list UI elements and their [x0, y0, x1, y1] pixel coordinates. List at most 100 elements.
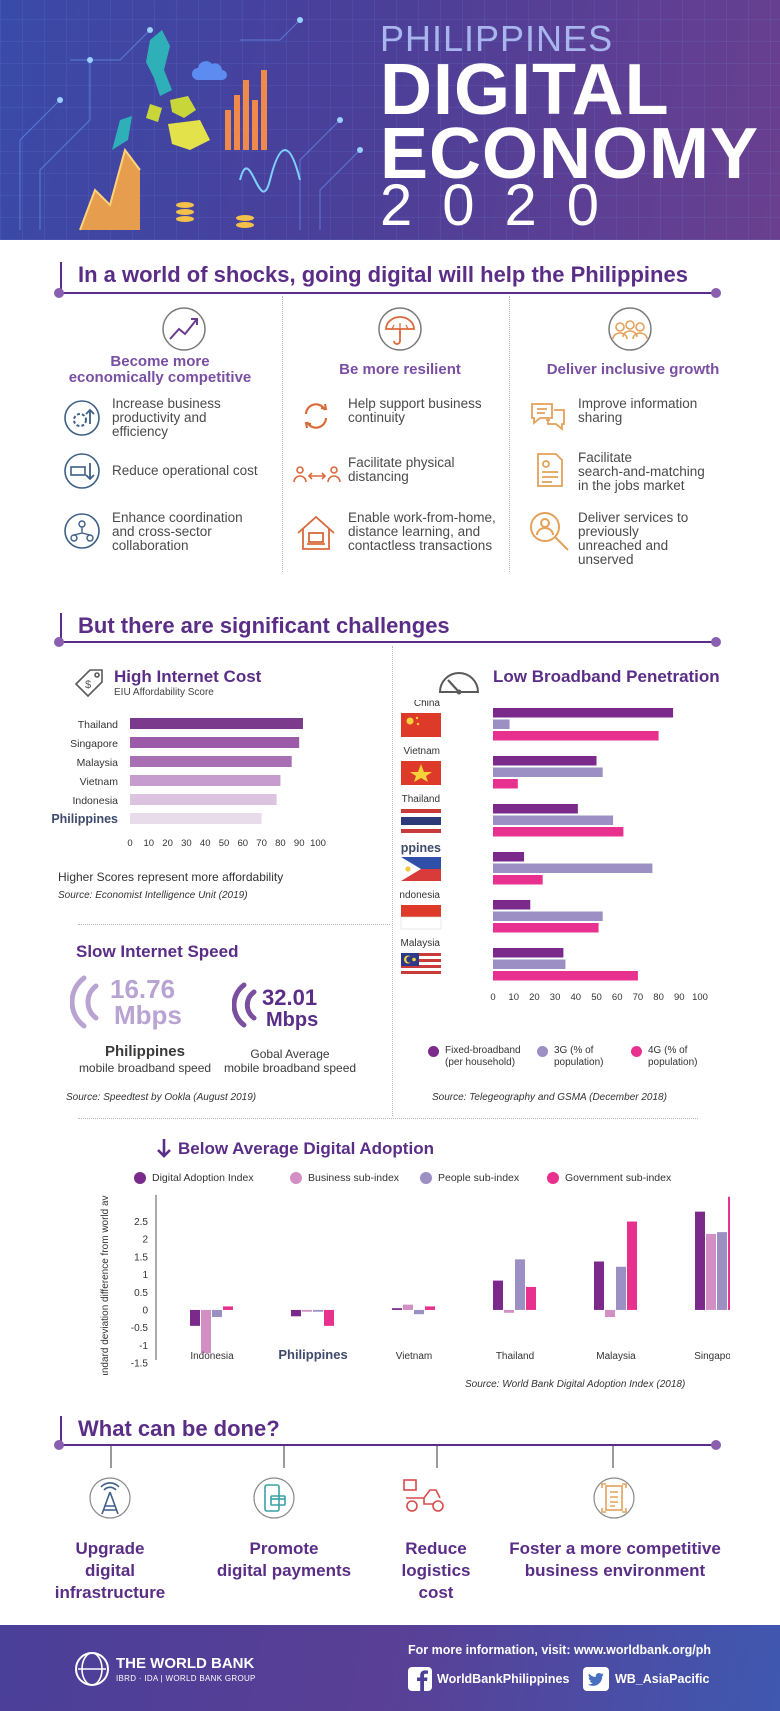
- adoption-bar: [728, 1196, 730, 1310]
- wcd-connector-2: [283, 1446, 285, 1468]
- wcd-line: Upgrade: [75, 1539, 145, 1558]
- y-tick-label: -1: [139, 1341, 148, 1352]
- legend-3g: 3G (% of population): [537, 1045, 617, 1069]
- legend-dot: [428, 1046, 439, 1057]
- wcd-connector-4: [612, 1446, 614, 1468]
- country-label: Thailand: [402, 794, 440, 805]
- legend-label: Digital Adoption Index: [152, 1172, 254, 1184]
- section3-line: [54, 1440, 721, 1450]
- document-icon: [593, 1477, 635, 1519]
- flag-icon: [401, 953, 441, 977]
- x-tick-label: 70: [256, 838, 267, 849]
- wcd-line: infrastructure: [54, 1583, 166, 1602]
- world-bank-logo-icon: [75, 1652, 109, 1686]
- section3-line-v: [60, 1416, 62, 1444]
- y-tick-label: 0: [142, 1305, 148, 1316]
- x-tick-label: 20: [162, 838, 173, 849]
- benefit-line: Help support business: [348, 396, 482, 411]
- benefit-line: Enable work-from-home,: [348, 510, 496, 525]
- speed-ph-unit: Mbps: [114, 1000, 182, 1030]
- benefit-line: Facilitate physical: [348, 455, 455, 470]
- wcd-payments: Promote digital payments: [196, 1538, 372, 1582]
- hero-illustration: [19, 17, 363, 231]
- flag-icon: [401, 713, 441, 737]
- broadband-bar: [493, 731, 659, 741]
- benefit-productivity: Increase business productivity and effic…: [112, 397, 282, 439]
- broadband-bar: [493, 948, 564, 958]
- speed-source: Source: Speedtest by Ookla (August 2019): [66, 1092, 257, 1103]
- legend-dot: [134, 1172, 146, 1184]
- x-tick-label: 40: [571, 992, 582, 1003]
- x-tick-label: 100: [692, 992, 708, 1003]
- benefit-line: previously: [578, 524, 639, 539]
- signal-icon-global: [232, 982, 257, 1028]
- wcd-logistics: Reduce logistics cost: [376, 1538, 496, 1604]
- x-tick-label: 30: [181, 838, 192, 849]
- umbrella-icon: [378, 307, 422, 351]
- col-heading-resilient: Be more resilient: [290, 362, 510, 378]
- cost-bar: [130, 775, 281, 786]
- adoption-bar: [526, 1286, 536, 1310]
- benefit-services: Deliver services to previously unreached…: [578, 511, 748, 567]
- benefit-line: unreached and: [578, 538, 669, 553]
- network-icon: [64, 513, 100, 549]
- x-tick-label: 10: [508, 992, 519, 1003]
- cost-title: High Internet Cost: [114, 667, 262, 686]
- category-label: Thailand: [496, 1351, 534, 1362]
- adoption-bar: [493, 1280, 503, 1310]
- category-label: Singapore: [694, 1351, 730, 1362]
- adoption-bar: [201, 1309, 211, 1354]
- section1-title: In a world of shocks, going digital will…: [78, 262, 688, 287]
- benefit-line: Reduce operational cost: [112, 463, 258, 478]
- x-tick-label: 50: [591, 992, 602, 1003]
- legend-label: Business sub-index: [308, 1172, 400, 1184]
- distance-icon: [293, 466, 341, 483]
- adoption-bar: [190, 1309, 200, 1326]
- footer-info: For more information, visit: www.worldba…: [408, 1643, 712, 1657]
- adoption-bar: [324, 1309, 334, 1326]
- adoption-bar: [425, 1306, 435, 1310]
- twitter-icon[interactable]: [583, 1667, 609, 1691]
- broadband-source: Source: Telegeography and GSMA (December…: [432, 1092, 667, 1103]
- cost-chart: Thailand Singapore Malaysia Vietnam Indonesi…: [51, 718, 326, 849]
- broadband-bar: [493, 900, 531, 910]
- adoption-bar: [706, 1233, 716, 1310]
- adoption-bar: [695, 1211, 705, 1310]
- col-heading-line: Be more resilient: [339, 361, 461, 378]
- legend-dot: [631, 1046, 642, 1057]
- footer-facebook-link[interactable]: WorldBankPhilippines: [437, 1672, 570, 1686]
- country-label: Malaysia: [401, 938, 441, 949]
- facebook-icon[interactable]: [408, 1667, 432, 1691]
- legend-4g: 4G (% of population): [631, 1045, 711, 1069]
- broadband-bar: [493, 719, 510, 729]
- adoption-bar: [616, 1266, 626, 1310]
- speed-global-label: Gobal Average: [250, 1047, 330, 1061]
- benefit-line: in the jobs market: [578, 478, 685, 493]
- y-tick-label: 1.5: [134, 1252, 148, 1263]
- challenge-divider-h: [78, 924, 390, 925]
- speed-ph-value: 16.76: [110, 974, 176, 1004]
- adoption-legend-item: Business sub-index: [290, 1172, 399, 1184]
- col-divider-2: [509, 296, 510, 572]
- benefit-line: Increase business: [112, 396, 221, 411]
- cost-bar: [130, 756, 292, 767]
- benefit-line: Enhance coordination: [112, 510, 243, 525]
- broadband-bar: [493, 815, 614, 825]
- payment-icon: [253, 1477, 295, 1519]
- bar-label: Malaysia: [77, 757, 119, 769]
- hero-title-main: DIGITAL ECONOMY: [380, 54, 759, 190]
- benefit-line: contactless transactions: [348, 538, 493, 553]
- adoption-legend: Digital Adoption Index Business sub-index…: [134, 1172, 734, 1188]
- resume-icon: [537, 453, 563, 487]
- footer-twitter-link[interactable]: WB_AsiaPacific: [615, 1672, 710, 1686]
- bar-label: Philippines: [51, 812, 118, 826]
- adoption-legend-item: People sub-index: [420, 1172, 519, 1184]
- wcd-infrastructure: Upgrade digital infrastructure: [40, 1538, 180, 1604]
- footer: THE WORLD BANK IBRD · IDA | WORLD BANK G…: [0, 1625, 780, 1711]
- benefit-line: unserved: [578, 552, 634, 567]
- adoption-bar: [212, 1309, 222, 1318]
- benefit-line: distance learning, and: [348, 524, 481, 539]
- adoption-bar: [717, 1232, 727, 1310]
- hero-banner: PHILIPPINES DIGITAL ECONOMY 2020: [0, 0, 780, 240]
- country-label: Philippines: [400, 841, 441, 855]
